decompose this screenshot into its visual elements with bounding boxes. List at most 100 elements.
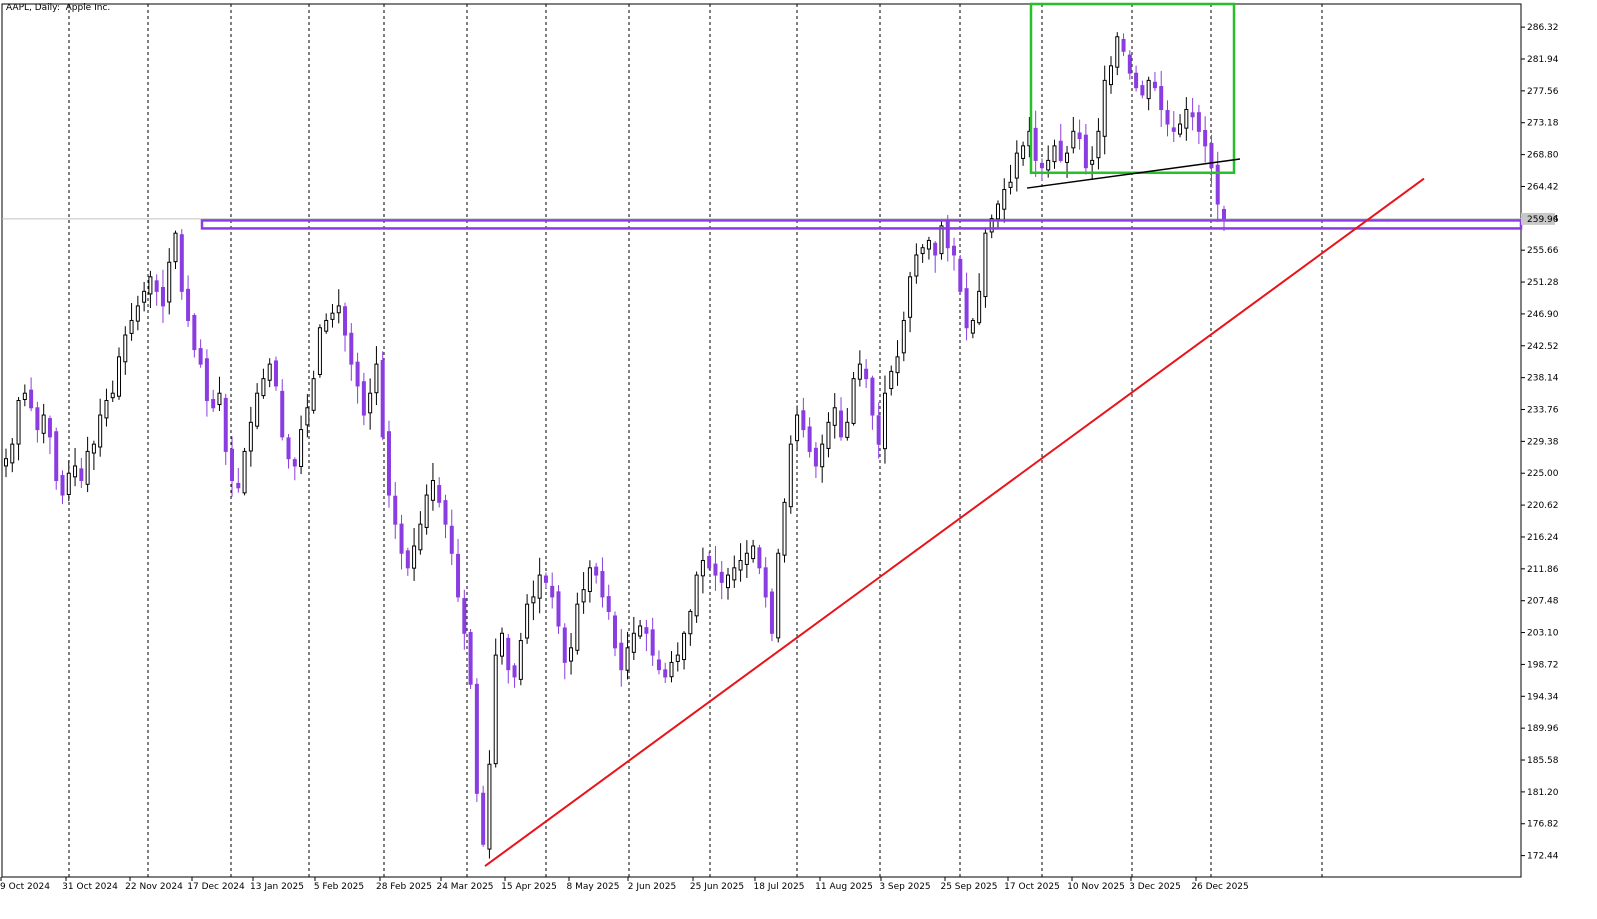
candle-body: [299, 429, 304, 467]
candle-body: [1052, 145, 1057, 163]
candle-body: [895, 356, 900, 374]
candle-body: [223, 397, 228, 452]
candle-body: [882, 392, 887, 450]
x-tick-label: 22 Nov 2024: [125, 882, 183, 892]
candle-body: [688, 610, 693, 635]
candle-body: [1071, 130, 1076, 149]
candle-body: [958, 258, 963, 292]
candle-body: [1090, 159, 1095, 165]
candle-body: [543, 575, 548, 583]
candle-body: [1115, 36, 1120, 68]
y-tick-label: 185.58: [1527, 756, 1559, 766]
candle-body: [1152, 81, 1157, 89]
x-tick-label: 2 Jun 2025: [628, 882, 676, 892]
candle-body: [713, 563, 718, 576]
y-tick-label: 273.18: [1527, 119, 1559, 129]
candle-body: [726, 574, 731, 589]
x-tick-label: 28 Feb 2025: [376, 882, 432, 892]
candle-body: [945, 220, 950, 249]
candle-body: [280, 390, 285, 438]
candle-body: [311, 378, 316, 411]
candle-body: [437, 485, 442, 503]
candle-body: [820, 443, 825, 468]
y-tick-label: 220.62: [1527, 501, 1559, 511]
candle-body: [531, 596, 536, 604]
candle-body: [952, 245, 957, 256]
candle-body: [550, 585, 555, 598]
plot-border: [1, 3, 1522, 878]
candle-body: [135, 305, 140, 322]
y-tick-label: 286.32: [1527, 23, 1559, 33]
candle-body: [644, 627, 649, 634]
candle-body: [248, 421, 253, 452]
candle-body: [518, 640, 523, 680]
candle-body: [79, 468, 84, 482]
chart-title: AAPL, Daily: Apple Inc.: [6, 3, 111, 13]
candle-body: [625, 647, 630, 671]
candle-body: [412, 545, 417, 569]
candle-body: [22, 392, 27, 401]
candle-body: [506, 637, 511, 671]
candle-body: [795, 414, 800, 442]
candle-body: [1178, 123, 1183, 135]
candle-body: [267, 363, 272, 381]
candle-body: [286, 437, 291, 460]
candle-body: [1209, 142, 1214, 169]
candle-body: [91, 443, 96, 454]
candle-body: [317, 327, 322, 376]
candle-body: [870, 377, 875, 416]
candle-body: [160, 286, 165, 307]
y-tick-label: 203.10: [1527, 629, 1559, 639]
candle-body: [845, 421, 850, 438]
candle-body: [525, 603, 530, 639]
candle-body: [631, 632, 636, 653]
candle-body: [751, 545, 756, 560]
candle-body: [1121, 38, 1126, 52]
candle-body: [361, 381, 366, 416]
candle-body: [512, 665, 517, 678]
candle-body: [788, 443, 793, 508]
y-tick-label: 194.34: [1527, 692, 1559, 702]
candle-body: [424, 494, 429, 528]
candle-body: [537, 574, 542, 599]
y-tick-label: 268.80: [1527, 151, 1559, 161]
candle-body: [1096, 130, 1101, 159]
x-tick-label: 25 Jun 2025: [690, 882, 744, 892]
candle-body: [851, 378, 856, 424]
candle-body: [675, 654, 680, 662]
candle-body: [1014, 152, 1019, 179]
candle-body: [1039, 162, 1044, 169]
y-tick-label: 229.38: [1527, 437, 1559, 447]
candle-body: [443, 500, 448, 525]
y-tick-label: 225.00: [1527, 469, 1559, 479]
x-tick-label: 10 Nov 2025: [1067, 882, 1125, 892]
y-tick-label: 216.24: [1527, 533, 1559, 543]
candle-body: [744, 552, 749, 565]
candle-body: [763, 567, 768, 598]
y-tick-label: 277.56: [1527, 87, 1559, 97]
x-tick-label: 24 Mar 2025: [436, 882, 493, 892]
y-tick-label: 246.90: [1527, 310, 1559, 320]
x-tick-label: 13 Jan 2025: [250, 882, 304, 892]
candle-body: [876, 415, 881, 445]
y-tick-label: 281.94: [1527, 55, 1559, 65]
candle-body: [864, 368, 869, 380]
candle-body: [926, 239, 931, 250]
candle-body: [782, 501, 787, 556]
candle-body: [719, 571, 724, 583]
candle-body: [1008, 181, 1013, 188]
x-tick-label: 11 Aug 2025: [815, 882, 873, 892]
candle-body: [355, 361, 360, 387]
candle-body: [273, 360, 278, 387]
candle-body: [154, 280, 159, 292]
candle-body: [255, 392, 260, 427]
candle-body: [374, 363, 379, 394]
candle-body: [1222, 208, 1226, 220]
candle-body: [964, 288, 969, 329]
candle-body: [343, 306, 348, 336]
candle-body: [581, 589, 586, 603]
candle-body: [606, 596, 611, 612]
candle-body: [694, 574, 699, 617]
y-tick-label: 189.96: [1527, 724, 1559, 734]
